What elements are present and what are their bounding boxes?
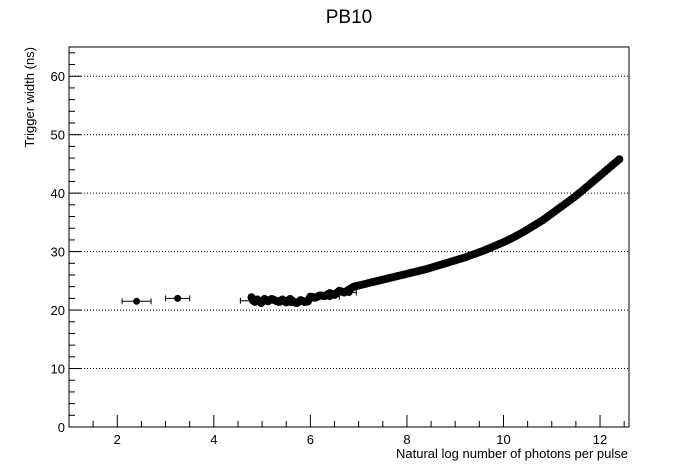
x-tick-label: 2	[114, 432, 121, 447]
y-tick-label: 20	[51, 303, 65, 318]
x-tick-label: 8	[403, 432, 410, 447]
x-axis-label: Natural log number of photons per pulse	[396, 446, 628, 461]
y-axis-label: Trigger width (ns)	[22, 47, 37, 148]
data-points	[247, 155, 624, 308]
x-tick-label: 6	[307, 432, 314, 447]
data-point	[615, 155, 624, 164]
y-tick-label: 60	[51, 69, 65, 84]
data-point	[133, 297, 141, 305]
y-tick-label: 10	[51, 362, 65, 377]
x-tick-label: 10	[496, 432, 510, 447]
plot-frame	[68, 46, 630, 428]
y-tick-label: 30	[51, 245, 65, 260]
chart-title: PB10	[326, 7, 372, 28]
y-tick-label: 40	[51, 186, 65, 201]
y-tick-label: 50	[51, 128, 65, 143]
x-axis-ticks: 2 4 6 8 10 12	[92, 415, 625, 447]
data-point	[174, 294, 182, 302]
x-tick-label: 4	[210, 432, 217, 447]
grid-lines	[69, 75, 629, 370]
y-tick-label: 0	[58, 420, 65, 435]
y-axis-ticks: 0 10 20 30 40 50 60	[51, 52, 81, 435]
x-tick-label: 12	[593, 432, 607, 447]
